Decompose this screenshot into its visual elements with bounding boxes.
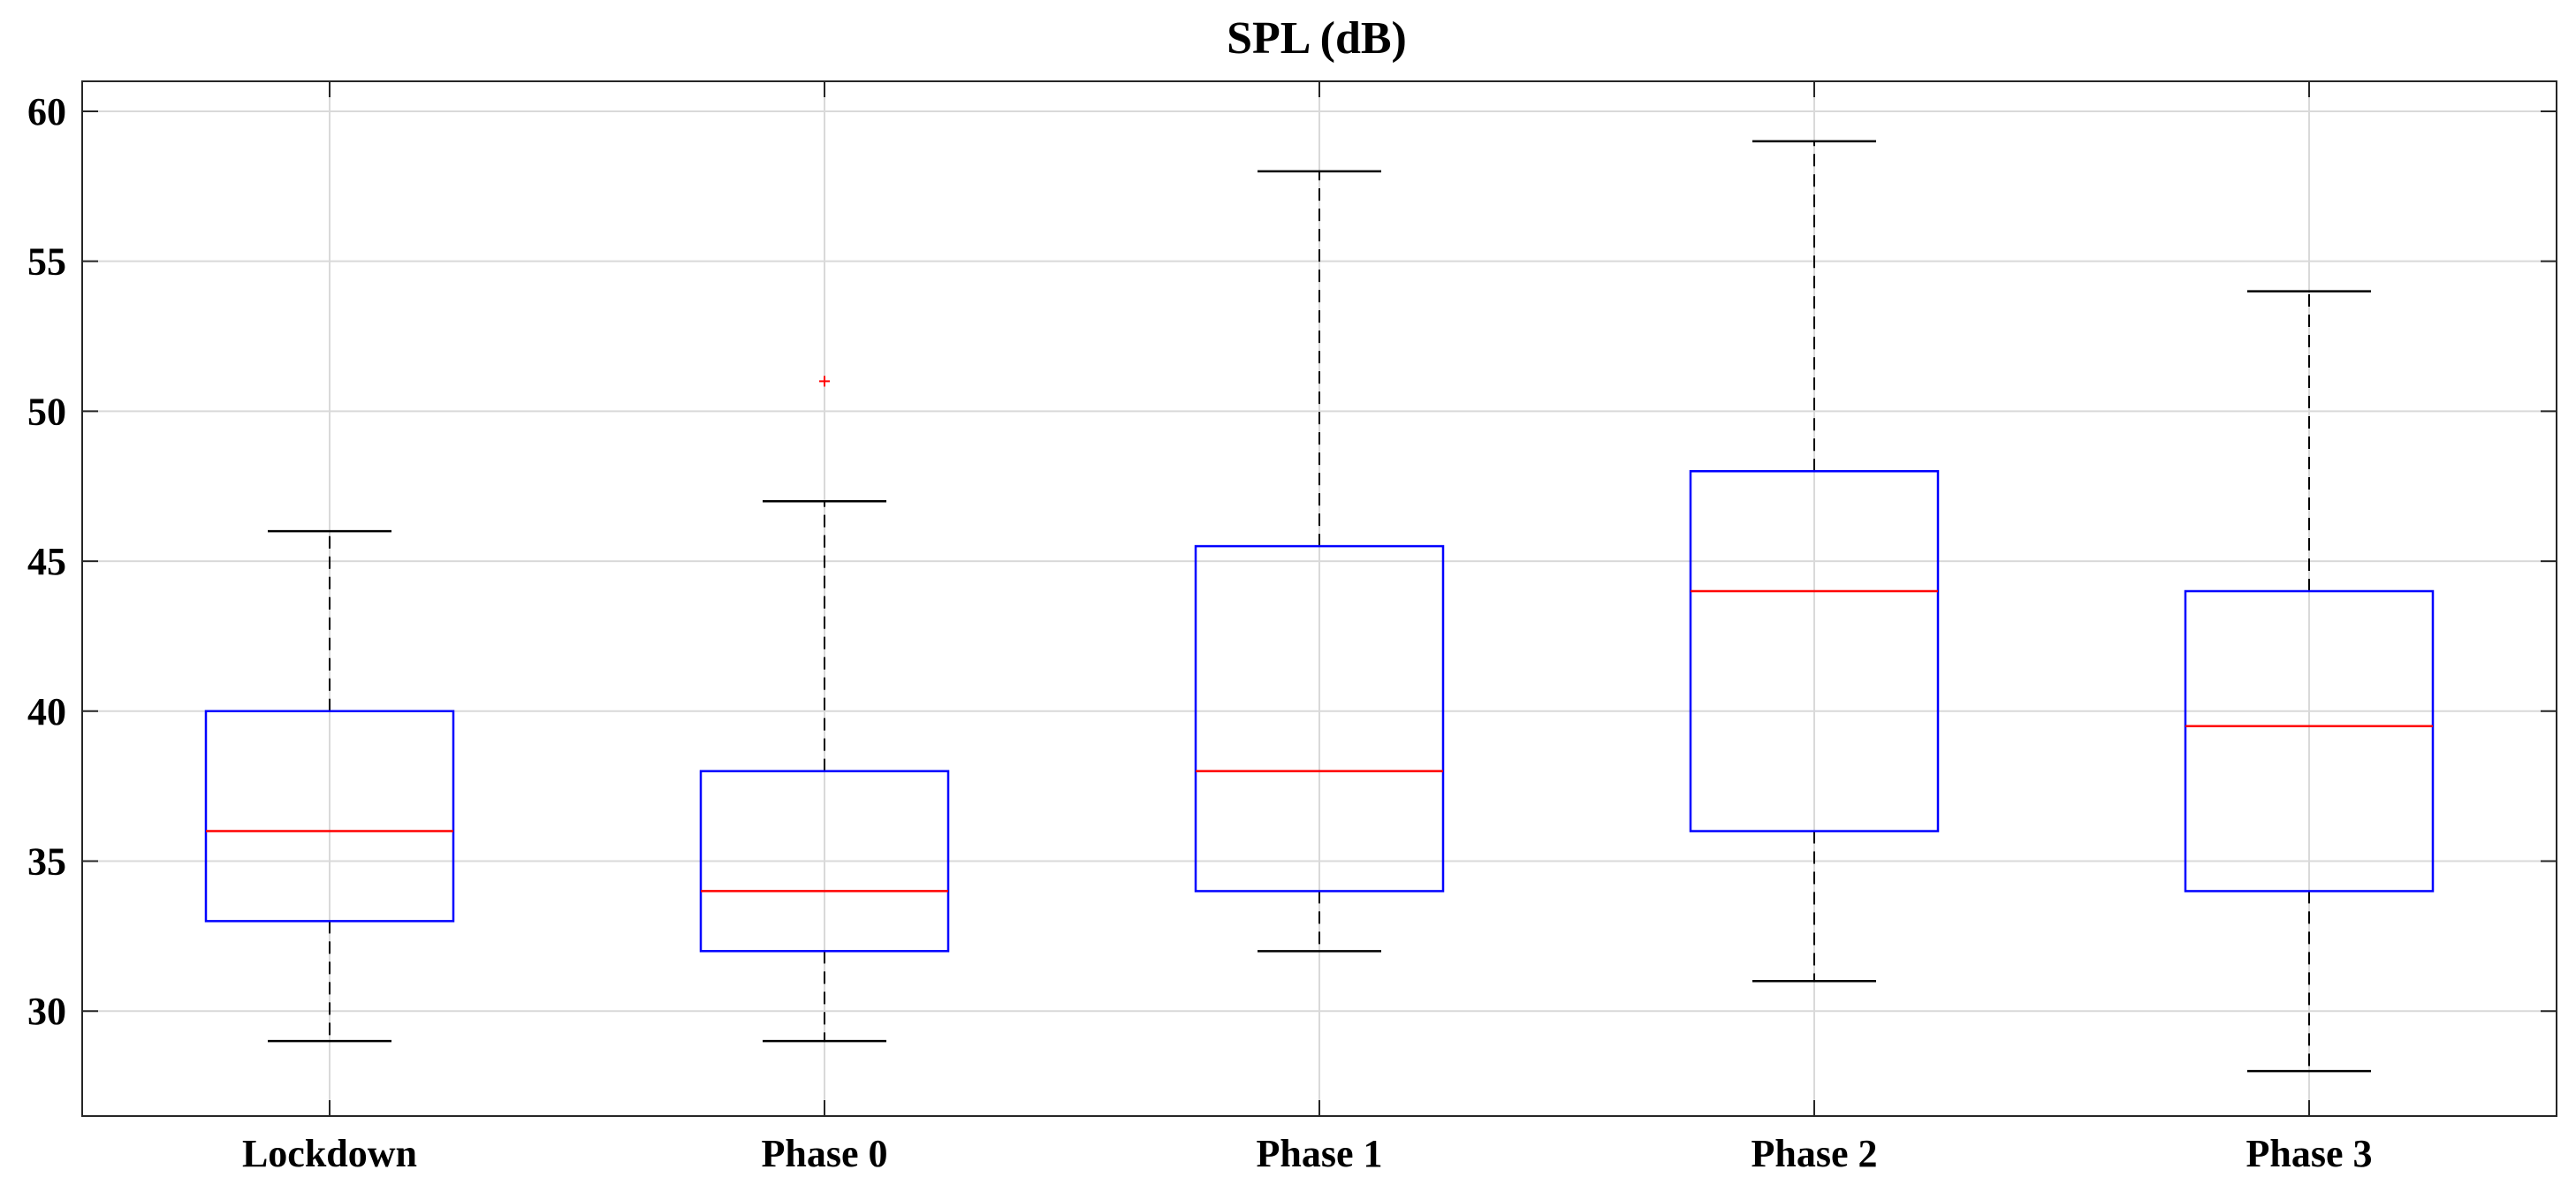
- box-group-phase-3: [2184, 290, 2435, 1073]
- x-tick-label: Phase 0: [762, 1132, 888, 1175]
- y-tick-label: 35: [27, 839, 66, 883]
- y-axis: 30 35 40 45 50 55 60: [27, 90, 2557, 1033]
- x-tick-label: Phase 2: [1752, 1132, 1878, 1175]
- x-tick-label: Phase 3: [2246, 1132, 2373, 1175]
- chart-title: SPL (dB): [1227, 13, 1407, 64]
- iqr-box: [204, 710, 455, 923]
- iqr-box: [1689, 469, 1940, 832]
- y-tick-label: 60: [27, 90, 66, 133]
- x-tick-label: Lockdown: [242, 1132, 417, 1175]
- x-tick-label: Phase 1: [1257, 1132, 1383, 1175]
- box-group-phase-2: [1689, 140, 1940, 983]
- y-tick-label: 55: [27, 240, 66, 284]
- iqr-box: [1194, 544, 1445, 892]
- box-group-lockdown: [204, 529, 455, 1043]
- iqr-box: [2184, 589, 2435, 892]
- y-tick-label: 50: [27, 390, 66, 433]
- box-group-phase-0: [699, 376, 950, 1043]
- iqr-box: [699, 770, 950, 953]
- box-series: [204, 140, 2435, 1073]
- x-axis: Lockdown Phase 0 Phase 1 Phase 2 Phase 3: [242, 81, 2373, 1175]
- y-tick-label: 40: [27, 690, 66, 733]
- y-tick-label: 30: [27, 990, 66, 1033]
- box-group-phase-1: [1194, 170, 1445, 953]
- y-tick-label: 45: [27, 540, 66, 583]
